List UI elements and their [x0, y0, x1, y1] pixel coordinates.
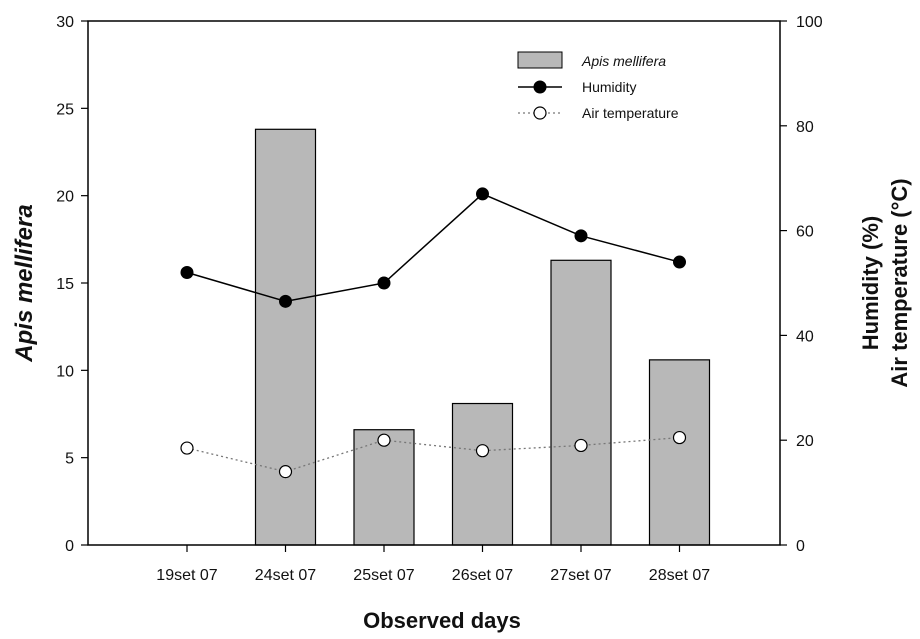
bar-apis-mellifera [254, 128, 317, 546]
x-axis-ticks: 19set 07 24set 07 25set 07 26set 07 27set 07… [156, 545, 710, 584]
x-axis-title: Observed days [363, 608, 521, 633]
bar-apis-mellifera [648, 359, 711, 546]
left-tick-label: 20 [56, 189, 74, 206]
bar-apis-mellifera [451, 402, 514, 546]
bars-layer [254, 128, 711, 546]
humidity-point [180, 266, 194, 280]
bar-apis-mellifera [550, 259, 612, 546]
air-temperature-point [180, 441, 194, 455]
legend: Apis mellifera Humidity Air temperature [517, 51, 679, 121]
left-tick-label: 0 [65, 538, 74, 555]
humidity-point [377, 276, 391, 290]
lines-layer [180, 187, 687, 479]
left-tick-label: 5 [65, 451, 74, 468]
right-tick-label: 20 [796, 433, 814, 450]
legend-label-humidity: Humidity [582, 79, 636, 95]
legend-air-temperature-marker [533, 106, 547, 120]
x-tick-label: 24set 07 [255, 567, 316, 584]
humidity-line [186, 193, 680, 303]
right-y-axis-title-temperature: Air temperature (°C) [887, 178, 912, 387]
air-temperature-point [475, 444, 490, 458]
humidity-point [279, 294, 292, 308]
right-tick-label: 100 [796, 14, 823, 31]
air-temperature-point [672, 430, 687, 445]
air-temperature-point [377, 433, 391, 447]
right-tick-label: 0 [796, 538, 805, 555]
right-axis-ticks: 0 20 40 60 80 100 [780, 14, 823, 555]
air-temperature-point [278, 465, 293, 479]
left-tick-label: 25 [56, 101, 74, 118]
air-temperature-point [574, 438, 588, 453]
x-tick-label: 19set 07 [156, 567, 217, 584]
x-tick-label: 28set 07 [649, 567, 710, 584]
humidity-point [673, 255, 686, 269]
x-tick-label: 27set 07 [550, 567, 611, 584]
right-tick-label: 40 [796, 328, 814, 345]
legend-label-apis: Apis mellifera [581, 53, 666, 69]
legend-bar-swatch [517, 51, 563, 69]
left-y-axis-title: Apis mellifera [11, 204, 38, 362]
right-y-axis-title-humidity: Humidity (%) [858, 216, 883, 350]
humidity-point [476, 187, 489, 201]
x-tick-label: 25set 07 [353, 567, 414, 584]
legend-label-air-temperature: Air temperature [582, 105, 679, 121]
right-tick-label: 80 [796, 119, 814, 136]
bar-apis-mellifera [353, 429, 415, 546]
left-axis-ticks: 0 5 10 15 20 25 30 [56, 14, 88, 555]
right-tick-label: 60 [796, 224, 814, 241]
legend-humidity-marker [533, 80, 547, 94]
humidity-point [574, 229, 588, 243]
left-tick-label: 15 [56, 276, 74, 293]
x-tick-label: 26set 07 [452, 567, 513, 584]
left-tick-label: 30 [56, 14, 74, 31]
left-tick-label: 10 [56, 363, 74, 380]
